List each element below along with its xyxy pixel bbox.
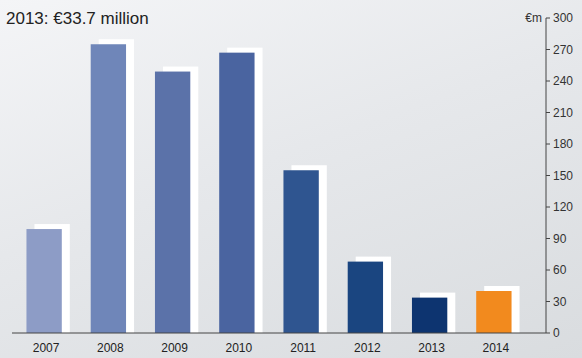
y-tick (546, 301, 550, 302)
y-tick-label: 210 (553, 106, 573, 120)
x-tick-label: 2014 (483, 341, 510, 355)
y-tick (546, 175, 550, 176)
y-tick (546, 144, 550, 145)
x-axis-line (12, 333, 546, 334)
x-tick-label: 2007 (33, 341, 60, 355)
y-tick-label: 120 (553, 200, 573, 214)
y-tick-label: 0 (553, 326, 560, 340)
y-axis-title: €m (525, 11, 542, 25)
bar (155, 72, 190, 333)
x-tick-label: 2010 (226, 341, 253, 355)
y-tick (546, 49, 550, 50)
bar (26, 229, 61, 333)
chart: 2013: €33.7 million 0 30 60 90 120 150 180 210 24… (0, 0, 582, 358)
y-tick-label: 180 (553, 137, 573, 151)
y-tick-label: 60 (553, 263, 567, 277)
y-tick-label: 90 (553, 232, 567, 246)
bar (219, 53, 254, 333)
bar (348, 262, 383, 333)
y-tick (546, 238, 550, 239)
x-tick-label: 2008 (97, 341, 124, 355)
x-tick-label: 2013 (418, 341, 445, 355)
y-tick (546, 81, 550, 82)
y-tick-label: 300 (553, 11, 573, 25)
y-tick (546, 333, 550, 334)
y-tick (546, 207, 550, 208)
y-tick (546, 270, 550, 271)
x-tick-label: 2009 (161, 341, 188, 355)
y-tick-label: 270 (553, 43, 573, 57)
y-tick-label: 150 (553, 169, 573, 183)
x-tick-label: 2011 (290, 341, 316, 355)
y-tick (546, 18, 550, 19)
title: 2013: €33.7 million (6, 9, 149, 28)
y-tick-label: 240 (553, 74, 573, 88)
y-tick-label: 30 (553, 295, 567, 309)
bar (283, 170, 318, 333)
bar (412, 298, 447, 333)
y-tick (546, 112, 550, 113)
bar (476, 291, 511, 333)
bars (26, 39, 519, 333)
bar (91, 44, 126, 333)
x-tick-label: 2012 (354, 341, 381, 355)
